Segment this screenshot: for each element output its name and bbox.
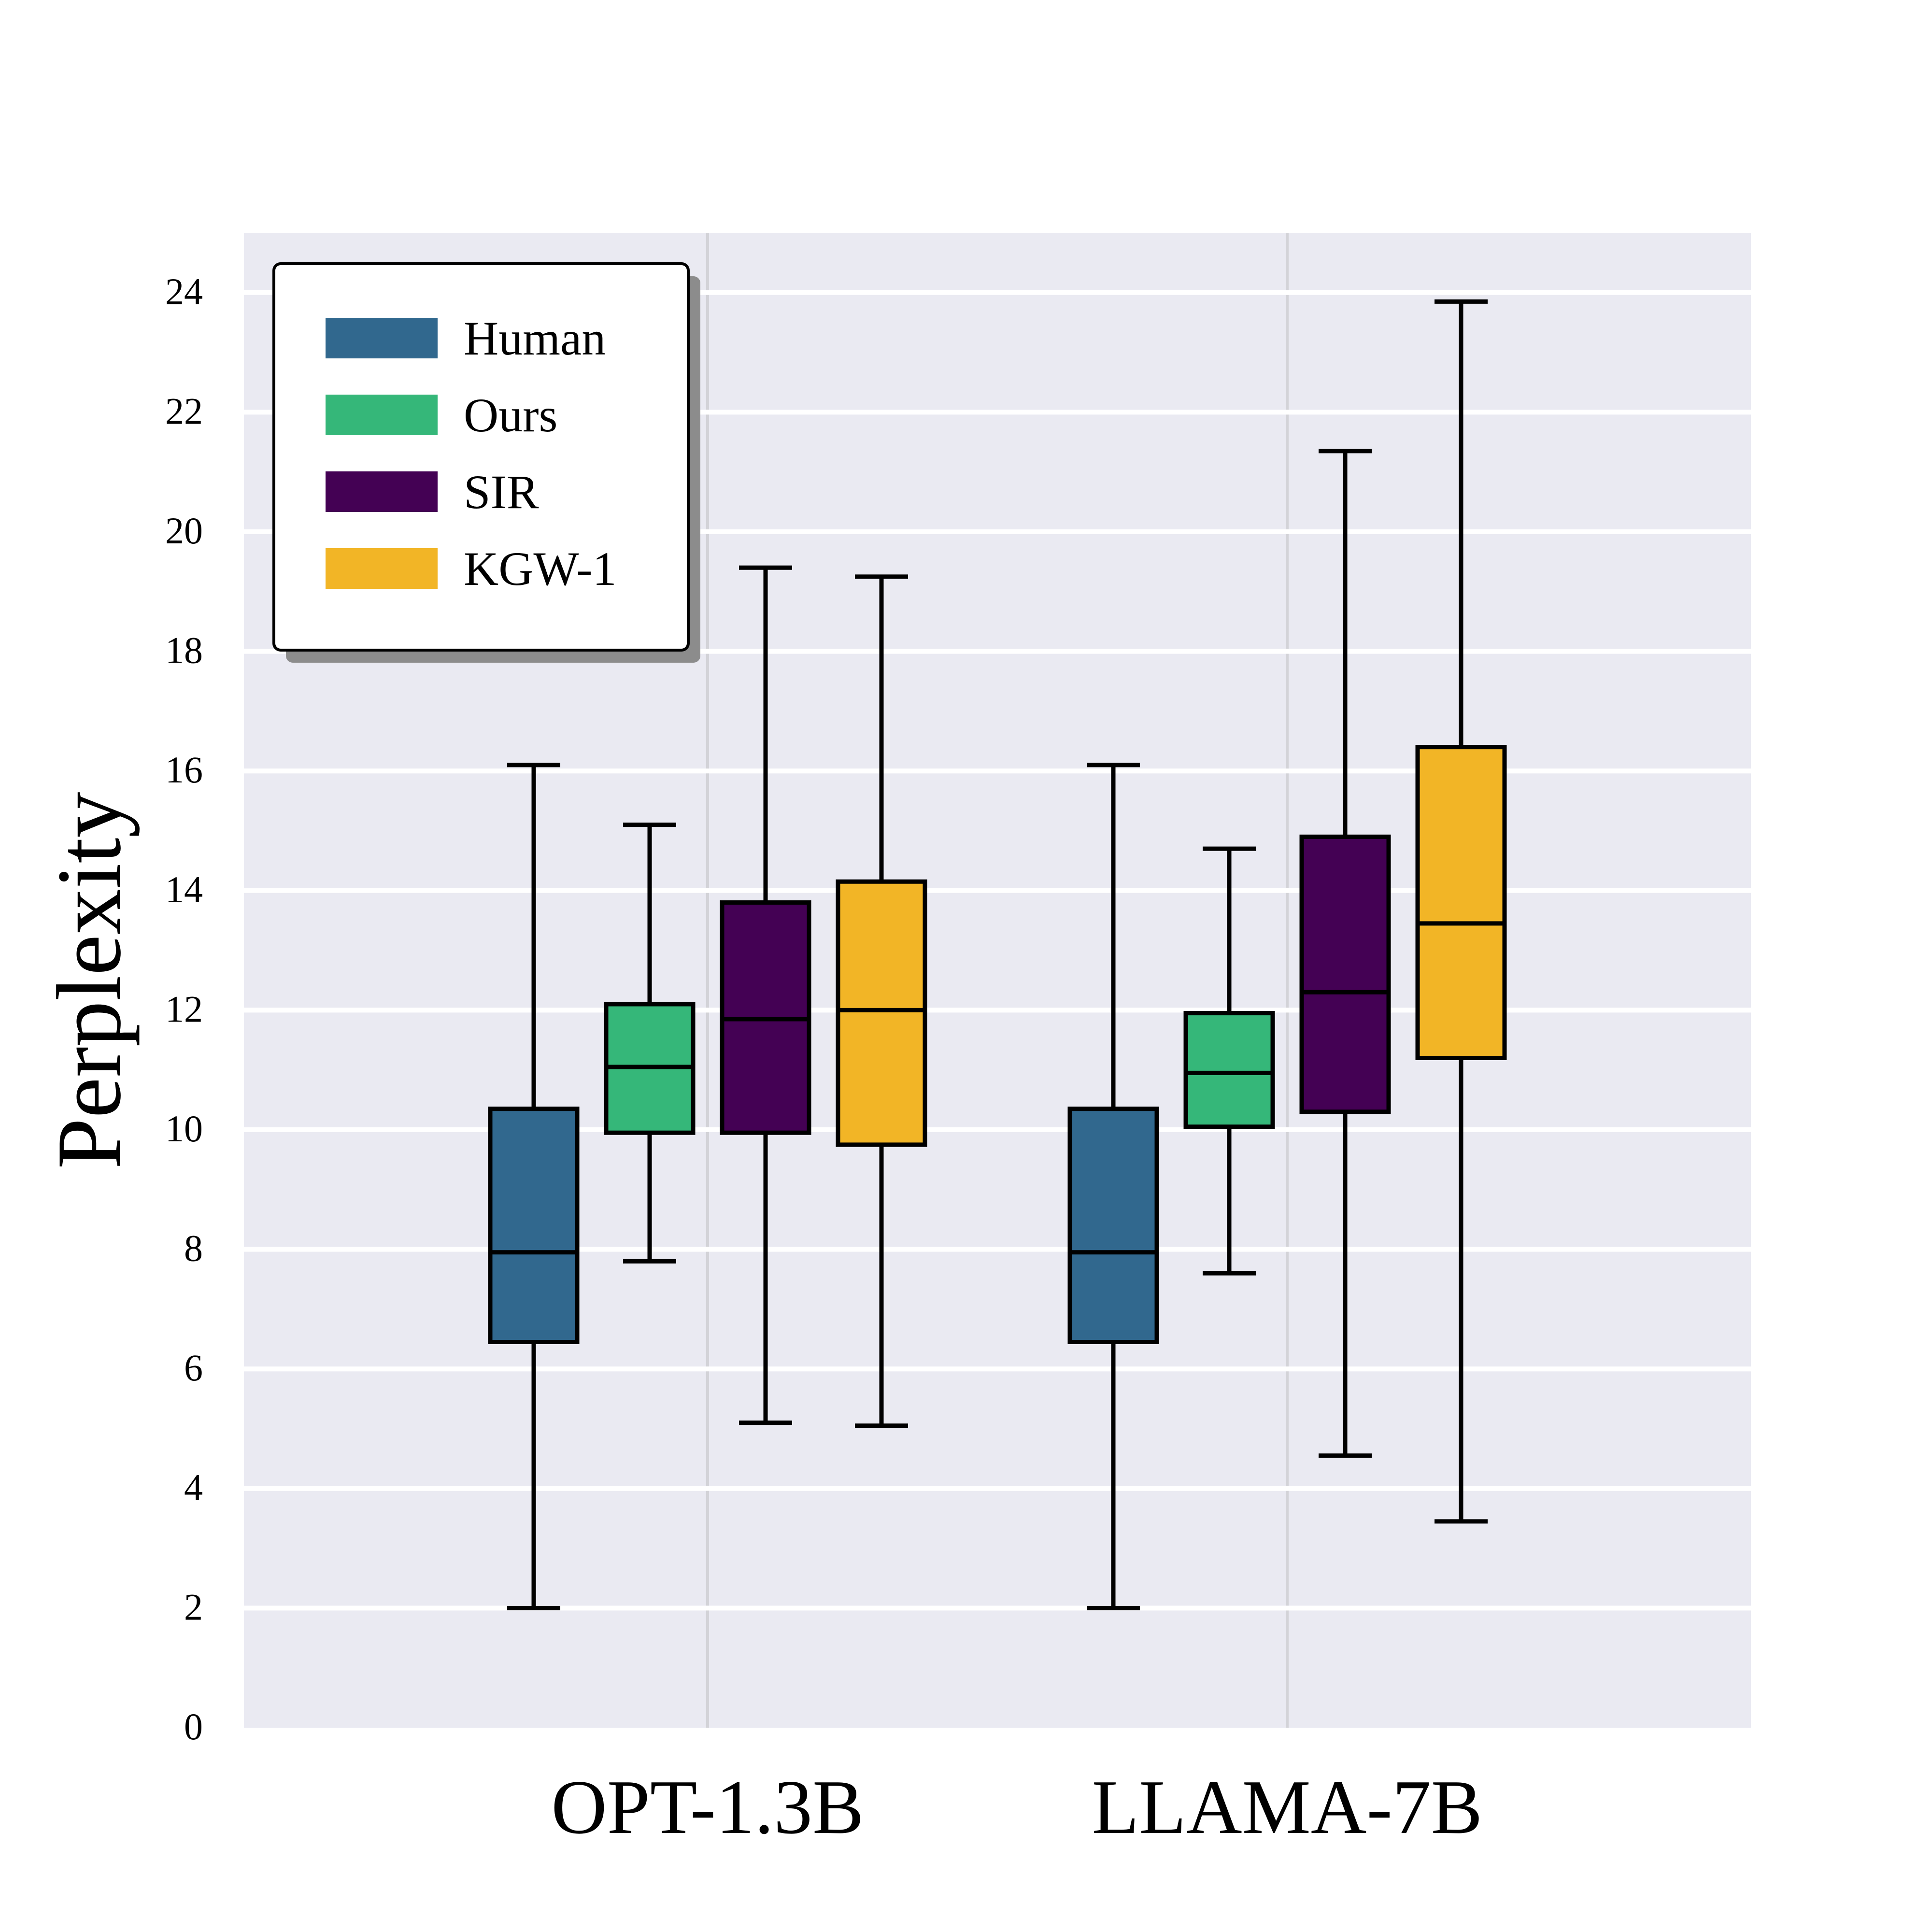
legend-label-ours: Ours [464, 388, 557, 442]
y-tick-label-1: 2 [184, 1586, 203, 1628]
y-tick-label-12: 24 [165, 270, 203, 313]
y-tick-label-6: 12 [165, 988, 203, 1030]
y-tick-label-5: 10 [165, 1108, 203, 1150]
iqr-box [488, 1107, 580, 1344]
y-tick-label-10: 20 [165, 510, 203, 552]
y-axis-label: Perplexity [39, 792, 140, 1169]
box-kgw-1-0 [836, 574, 927, 1428]
legend-label-kgw-1: KGW-1 [464, 542, 617, 596]
iqr-box [1067, 1107, 1159, 1344]
legend: Human Ours SIR KGW-1 [272, 262, 700, 663]
boxes [488, 299, 1507, 1610]
legend-swatch-ours [326, 395, 438, 435]
x-tick-label-1: LLAMA-7B [1092, 1764, 1483, 1850]
y-tick-label-9: 18 [165, 629, 203, 671]
iqr-box [836, 879, 927, 1147]
box-ours-0 [604, 823, 696, 1264]
y-tick-label-3: 6 [184, 1347, 203, 1389]
legend-swatch-sir [326, 471, 438, 512]
y-tick-label-2: 4 [184, 1466, 203, 1508]
box-human-0 [488, 763, 580, 1610]
box-human-1 [1067, 763, 1159, 1610]
y-tick-label-0: 0 [184, 1705, 203, 1747]
legend-swatch-kgw-1 [326, 548, 438, 589]
box-sir-0 [720, 565, 811, 1425]
legend-label-human: Human [464, 312, 606, 365]
legend-entries: Human Ours SIR KGW-1 [326, 312, 617, 596]
iqr-box [1183, 1011, 1275, 1129]
legend-swatch-human [326, 318, 438, 358]
y-tick-label-8: 16 [165, 749, 203, 791]
y-tick-label-4: 8 [184, 1227, 203, 1269]
box-kgw-1-1 [1415, 299, 1507, 1524]
box-sir-1 [1299, 449, 1391, 1458]
y-tick-label-11: 22 [165, 390, 203, 432]
box-ours-1 [1183, 846, 1275, 1276]
x-tick-label-0: OPT-1.3B [551, 1764, 864, 1850]
x-axis-ticks: OPT-1.3B LLAMA-7B [551, 1764, 1482, 1850]
iqr-box [1415, 745, 1507, 1060]
legend-label-sir: SIR [464, 465, 539, 519]
y-tick-label-7: 14 [165, 868, 203, 910]
iqr-box [1299, 834, 1391, 1114]
